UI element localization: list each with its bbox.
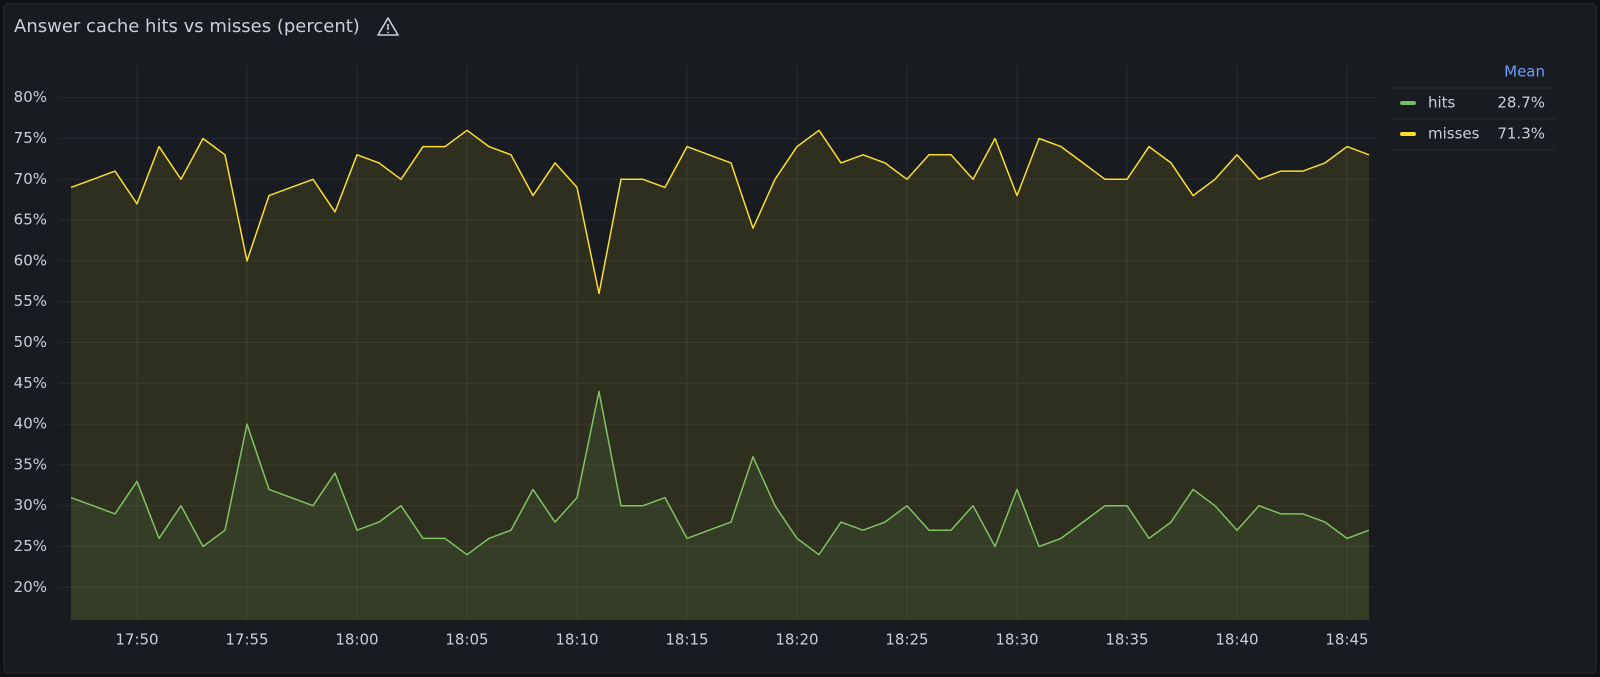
y-tick-label: 55%: [14, 292, 47, 310]
series-area: [71, 391, 1369, 620]
series-area: [71, 130, 1369, 621]
x-tick-label: 18:00: [335, 631, 378, 649]
x-tick-label: 18:20: [775, 631, 818, 649]
y-tick-label: 65%: [14, 211, 47, 229]
legend-label: hits: [1428, 94, 1456, 112]
y-tick-label: 20%: [14, 578, 47, 596]
x-tick-label: 18:25: [885, 631, 928, 649]
legend-swatch: [1400, 132, 1416, 136]
x-tick-label: 17:50: [115, 631, 158, 649]
legend-item[interactable]: misses 71.3%: [1390, 125, 1555, 151]
legend-label: misses: [1428, 125, 1480, 143]
series-line: [70, 390, 1370, 556]
y-tick-label: 35%: [14, 455, 47, 473]
x-tick-label: 18:45: [1325, 631, 1368, 649]
y-tick-label: 60%: [14, 251, 47, 269]
legend-mean: 71.3%: [1497, 125, 1545, 143]
y-tick-label: 80%: [14, 88, 47, 106]
x-tick-label: 18:30: [995, 631, 1038, 649]
y-tick-label: 75%: [14, 129, 47, 147]
y-tick-label: 25%: [14, 537, 47, 555]
x-tick-label: 18:10: [555, 631, 598, 649]
x-tick-label: 18:05: [445, 631, 488, 649]
y-tick-label: 40%: [14, 415, 47, 433]
warning-icon[interactable]: [377, 17, 399, 36]
x-tick-label: 18:40: [1215, 631, 1258, 649]
legend-item[interactable]: hits 28.7%: [1390, 94, 1555, 120]
legend-header: Mean: [1504, 63, 1545, 81]
y-tick-label: 30%: [14, 496, 47, 514]
x-tick-label: 18:35: [1105, 631, 1148, 649]
chart-title: Answer cache hits vs misses (percent): [14, 16, 360, 37]
y-tick-label: 45%: [14, 374, 47, 392]
panel-frame: [3, 3, 1597, 674]
x-tick-label: 18:15: [665, 631, 708, 649]
legend-swatch: [1400, 101, 1416, 105]
legend-mean: 28.7%: [1497, 94, 1545, 112]
x-tick-label: 17:55: [225, 631, 268, 649]
y-tick-label: 70%: [14, 170, 47, 188]
y-tick-label: 50%: [14, 333, 47, 351]
series-line: [70, 129, 1370, 295]
